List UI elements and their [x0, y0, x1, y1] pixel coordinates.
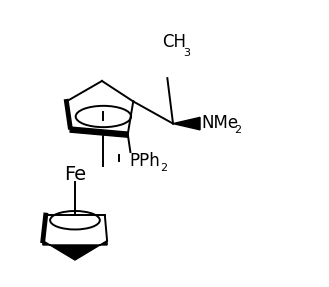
Text: 2: 2	[160, 163, 167, 173]
Text: NMe: NMe	[201, 114, 239, 132]
Text: CH: CH	[162, 33, 186, 51]
Text: Fe: Fe	[64, 165, 86, 184]
Polygon shape	[43, 241, 107, 260]
Text: 2: 2	[234, 125, 241, 135]
Text: 3: 3	[183, 48, 190, 58]
Text: PPh: PPh	[129, 152, 160, 170]
Polygon shape	[173, 117, 200, 130]
Polygon shape	[70, 127, 128, 137]
